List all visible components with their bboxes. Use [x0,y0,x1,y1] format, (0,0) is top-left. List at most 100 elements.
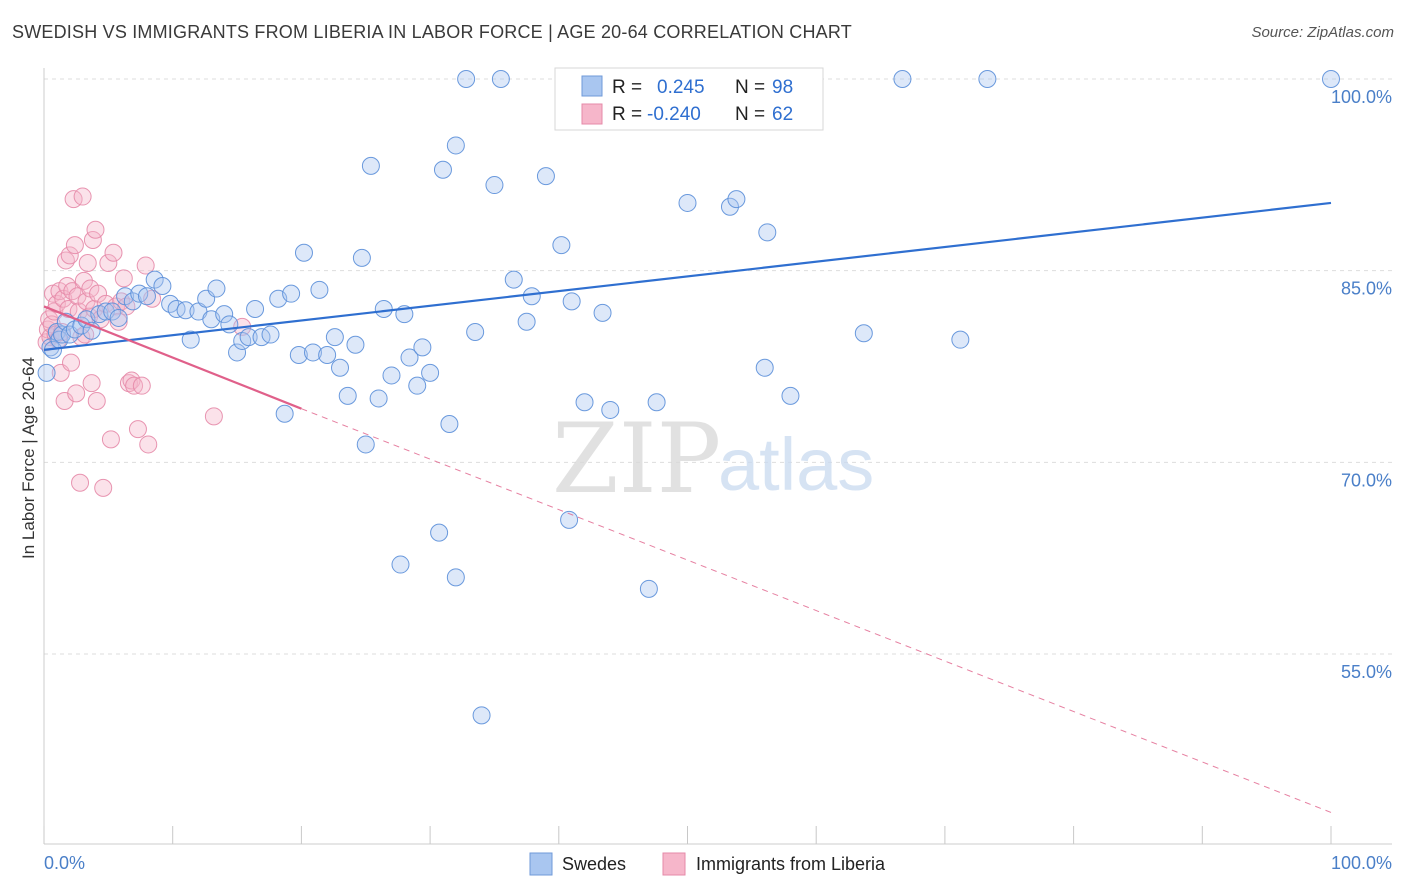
trendline-liberia [43,305,302,410]
point-swedes-67 [457,70,476,88]
point-swedes-66 [446,568,465,587]
point-liberia-36 [83,231,102,249]
y-tick-label-3: 100.0% [1331,87,1392,107]
point-swedes-37 [261,325,280,344]
point-swedes-72 [504,270,523,289]
legend-n-label-swedes: N = [735,77,765,98]
point-liberia-42 [94,478,113,497]
point-swedes-68 [466,323,485,341]
y-tick-label-2: 85.0% [1341,279,1392,299]
bottom-legend-label-swedes: Swedes [562,854,626,874]
point-liberia-55 [128,420,147,439]
point-swedes-46 [325,328,344,347]
point-swedes-93 [951,330,970,349]
point-liberia-57 [136,256,155,275]
x-ticks [43,826,1332,844]
legend-r-value-swedes: 0.245 [657,77,705,98]
point-swedes-49 [346,335,365,354]
point-swedes-21 [153,277,172,295]
watermark-atlas: atlas [718,423,874,506]
point-swedes-60 [413,338,432,357]
x-tick-label-1: 100.0% [1331,853,1392,873]
point-swedes-14 [103,302,122,321]
point-swedes-58 [400,348,419,367]
legend-n-label-liberia: N = [735,104,765,125]
point-swedes-75 [536,167,555,186]
point-swedes-77 [560,510,579,529]
point-liberia-23 [67,384,86,403]
watermark-zip: ZIP [552,403,721,515]
point-swedes-88 [755,358,774,377]
point-swedes-55 [382,366,401,385]
point-liberia-39 [87,392,106,410]
bottom-legend-swatch-liberia [662,852,686,876]
series-liberia-points [37,187,252,497]
point-liberia-58 [139,435,158,454]
point-swedes-52 [361,156,380,175]
point-swedes-56 [391,555,410,574]
point-swedes-15 [109,308,128,327]
y-tick-label-1: 70.0% [1341,470,1392,490]
point-swedes-90 [781,386,800,405]
point-swedes-79 [575,393,594,412]
watermark: ZIP atlas [552,403,874,515]
point-swedes-45 [318,346,337,364]
trendline-liberia-extension [301,408,1332,813]
point-swedes-44 [310,280,329,299]
point-swedes-95 [1322,70,1340,88]
y-tick-label-0: 55.0% [1341,662,1392,682]
point-liberia-19 [62,353,81,372]
point-swedes-85 [678,193,697,212]
point-swedes-35 [246,300,265,318]
chart-title: SWEDISH VS IMMIGRANTS FROM LIBERIA IN LA… [12,22,852,42]
point-swedes-64 [440,415,459,433]
point-swedes-47 [331,358,350,377]
legend-n-value-liberia: 62 [772,104,793,125]
point-swedes-74 [522,287,541,306]
point-swedes-78 [562,292,581,311]
legend-n-value-swedes: 98 [772,77,793,98]
trendlines [43,201,1332,813]
point-liberia-32 [78,254,97,272]
y-tick-labels: 55.0% 70.0% 85.0% 100.0% [1331,87,1392,682]
point-liberia-43 [96,294,115,313]
point-swedes-83 [639,579,658,598]
point-liberia-56 [132,376,151,395]
point-swedes-71 [491,70,510,88]
point-swedes-0 [37,363,56,382]
point-swedes-69 [472,706,491,725]
point-swedes-61 [421,363,440,382]
point-swedes-87 [727,190,746,209]
bottom-legend-swatch-swedes [529,852,553,876]
point-swedes-84 [647,393,666,412]
point-liberia-50 [114,269,133,288]
legend-r-label-swedes: R = [612,77,642,98]
point-swedes-62 [430,523,449,542]
point-swedes-51 [356,435,375,454]
point-swedes-32 [228,343,247,362]
point-swedes-19 [137,287,156,306]
point-liberia-22 [65,236,84,255]
point-swedes-30 [215,305,234,324]
axes [43,68,1392,845]
point-liberia-28 [73,187,92,206]
point-liberia-18 [60,246,79,265]
point-swedes-24 [176,301,195,320]
point-liberia-35 [82,374,101,393]
point-swedes-92 [893,70,912,88]
point-liberia-29 [74,271,93,290]
bottom-legend-label-liberia: Immigrants from Liberia [696,854,886,874]
point-swedes-54 [374,300,393,318]
point-swedes-20 [145,270,164,289]
point-swedes-94 [978,70,997,88]
point-swedes-41 [289,346,308,364]
point-liberia-46 [104,243,123,262]
point-swedes-48 [338,386,357,405]
point-swedes-50 [352,248,371,267]
legend-r-label-liberia: R = [612,104,642,125]
point-swedes-17 [123,292,142,311]
point-swedes-23 [167,300,186,318]
point-swedes-39 [275,404,294,423]
series-legend: Swedes Immigrants from Liberia [529,852,886,876]
